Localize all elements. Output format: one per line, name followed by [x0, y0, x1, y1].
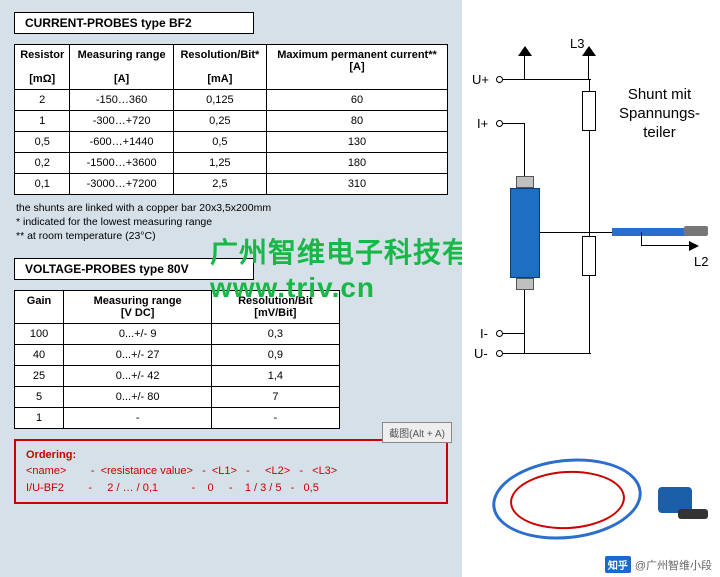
cell: 0,5 [173, 132, 266, 153]
note-line: the shunts are linked with a copper bar … [16, 201, 448, 215]
cell: 0...+/- 27 [64, 344, 212, 365]
th-unit: [V DC] [121, 307, 155, 319]
cell: 25 [15, 365, 64, 386]
th-unit: [mΩ] [29, 73, 55, 85]
cell: 130 [267, 132, 448, 153]
cell: -150…360 [70, 90, 173, 111]
cell: 0...+/- 42 [64, 365, 212, 386]
label-l2: L2 [694, 254, 708, 269]
label-iminus: I- [480, 326, 488, 341]
cell: 1 [15, 407, 64, 428]
th: Measuring range [78, 49, 166, 61]
th: Resolution/Bit* [180, 49, 259, 61]
cell: - [64, 407, 212, 428]
table-row: 250...+/- 421,4 [15, 365, 340, 386]
note-line: ** at room temperature (23°C) [16, 229, 448, 243]
cell: 1 [15, 111, 70, 132]
cell: 100 [15, 323, 64, 344]
zhihu-attribution: 知乎 @广州智维小段 [605, 556, 712, 573]
cell: 180 [267, 153, 448, 174]
ordering-box: Ordering: <name> - <resistance value> - … [14, 439, 448, 505]
cell: 1,25 [173, 153, 266, 174]
label-uminus: U- [474, 346, 488, 361]
current-probes-title: CURRENT-PROBES type BF2 [14, 12, 254, 34]
cell: 0...+/- 9 [64, 323, 212, 344]
th-unit: [mA] [207, 73, 232, 85]
cell: 80 [267, 111, 448, 132]
cable-photo [482, 449, 702, 559]
cell: 0,5 [15, 132, 70, 153]
table-row: 0,5-600…+14400,5130 [15, 132, 448, 153]
table-row: 1000...+/- 90,3 [15, 323, 340, 344]
th-unit: [mV/Bit] [254, 307, 296, 319]
cell: 40 [15, 344, 64, 365]
cell: 1,4 [212, 365, 339, 386]
cell: 7 [212, 386, 339, 407]
ordering-row1: <name> - <resistance value> - <L1> - <L2… [26, 463, 436, 480]
cell: -600…+1440 [70, 132, 173, 153]
th: Measuring range [94, 295, 182, 307]
cell: 0,25 [173, 111, 266, 132]
note-line: * indicated for the lowest measuring ran… [16, 215, 448, 229]
cell: 0...+/- 80 [64, 386, 212, 407]
th: Gain [27, 295, 51, 307]
current-probes-notes: the shunts are linked with a copper bar … [16, 201, 448, 244]
th: Resolution/Bit [238, 295, 313, 307]
cell: 0,1 [15, 174, 70, 195]
ordering-label: Ordering: [26, 447, 436, 464]
zhihu-logo: 知乎 [605, 556, 631, 573]
ordering-row2: I/U-BF2 - 2 / … / 0,1 - 0 - 1 / 3 / 5 - … [26, 480, 436, 497]
zhihu-text: @广州智维小段 [635, 557, 712, 573]
left-pane: CURRENT-PROBES type BF2 Resistor [mΩ] Mea… [0, 0, 462, 577]
table-row: 400...+/- 270,9 [15, 344, 340, 365]
voltage-probes-title: VOLTAGE-PROBES type 80V [14, 258, 254, 280]
th-unit: [A] [349, 61, 364, 73]
circuit-diagram: L3 Shunt mit Spannungs-teiler U+ I+ [462, 36, 720, 406]
screenshot-hint-button[interactable]: 截图(Alt + A) [382, 422, 452, 443]
voltage-probes-table: Gain Measuring range[V DC] Resolution/Bi… [14, 290, 340, 429]
cell: -1500…+3600 [70, 153, 173, 174]
cell: 0,3 [212, 323, 339, 344]
table-row: 50...+/- 807 [15, 386, 340, 407]
cell: 5 [15, 386, 64, 407]
cell: 0,2 [15, 153, 70, 174]
table-row: 1-300…+7200,2580 [15, 111, 448, 132]
cell: 310 [267, 174, 448, 195]
cell: 60 [267, 90, 448, 111]
label-uplus: U+ [472, 72, 489, 87]
cell: 0,125 [173, 90, 266, 111]
diagram-title: Shunt mit Spannungs-teiler [607, 86, 712, 142]
cell: 2 [15, 90, 70, 111]
cell: 2,5 [173, 174, 266, 195]
cell: -300…+720 [70, 111, 173, 132]
cell: 0,9 [212, 344, 339, 365]
table-row: 2-150…3600,12560 [15, 90, 448, 111]
th-unit: [A] [114, 73, 129, 85]
current-probes-table: Resistor [mΩ] Measuring range [A] Resoluti… [14, 44, 448, 195]
th: Maximum permanent current** [277, 49, 437, 61]
label-iplus: I+ [477, 116, 488, 131]
right-pane: L3 Shunt mit Spannungs-teiler U+ I+ [462, 0, 720, 577]
table-row: 0,1-3000…+72002,5310 [15, 174, 448, 195]
table-row: 1-- [15, 407, 340, 428]
cell: - [212, 407, 339, 428]
th: Resistor [20, 49, 64, 61]
table-row: 0,2-1500…+36001,25180 [15, 153, 448, 174]
cell: -3000…+7200 [70, 174, 173, 195]
